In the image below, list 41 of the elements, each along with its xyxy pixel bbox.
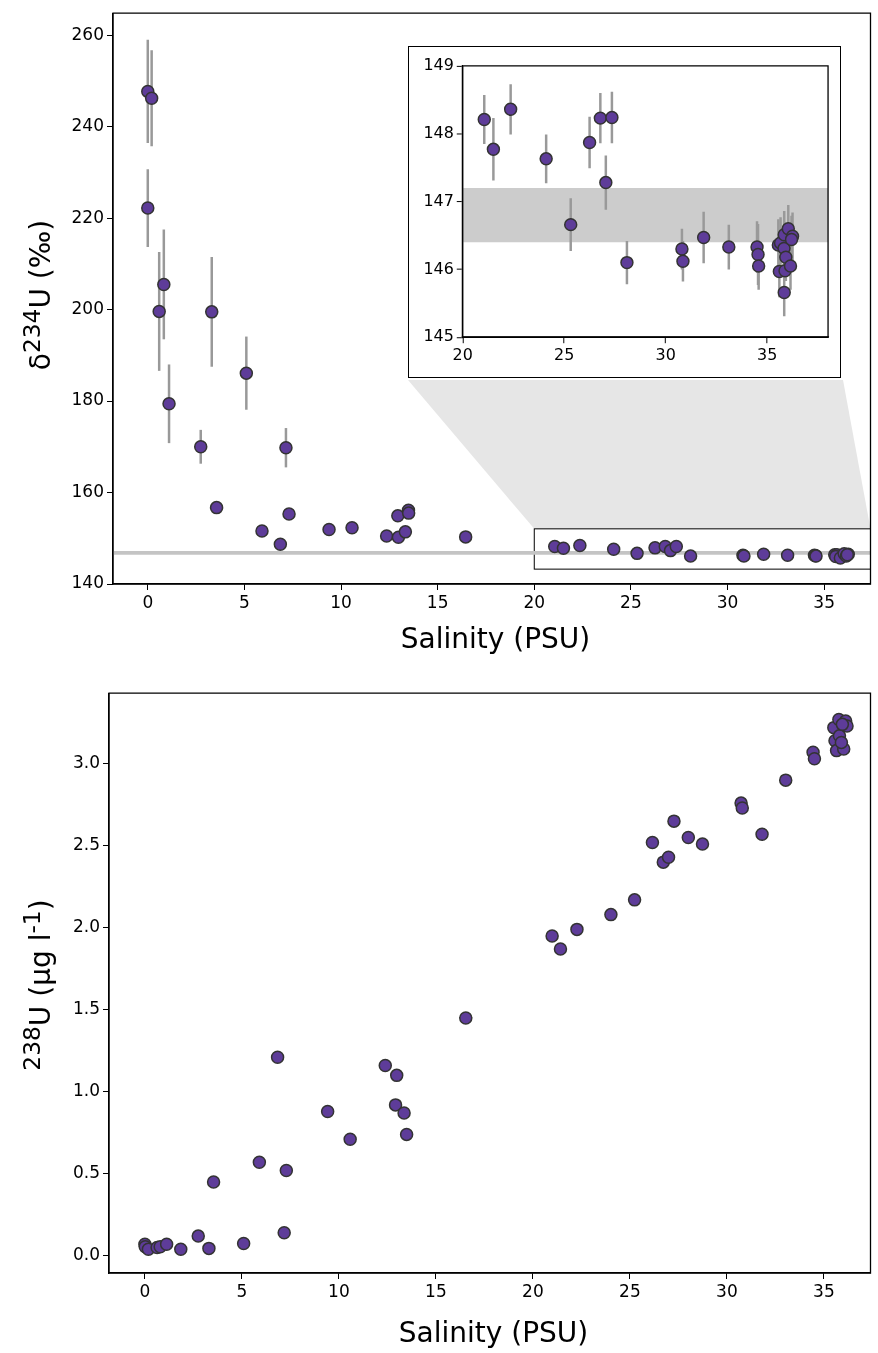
x-tick-label: 25 xyxy=(554,344,575,364)
x-tick-label: 0 xyxy=(142,591,154,612)
x-tick-label: 25 xyxy=(620,591,642,612)
y-tick-label: 2.0 xyxy=(72,916,100,937)
y-tick-label: 2.5 xyxy=(72,834,100,855)
y-tick-label: 149 xyxy=(423,55,454,75)
x-tick-label: 5 xyxy=(236,1280,248,1301)
y-tick-label: 240 xyxy=(71,115,104,136)
x-tick-label: 10 xyxy=(328,1280,350,1301)
y-tick-label: 160 xyxy=(71,480,104,501)
x-tick-label: 15 xyxy=(425,1280,447,1301)
x-tick-label: 35 xyxy=(757,344,778,364)
x-tick-label: 30 xyxy=(716,1280,738,1301)
x-tick-label: 15 xyxy=(426,591,449,612)
x-tick-label: 25 xyxy=(619,1280,641,1301)
y-tick-label: 1.0 xyxy=(72,1080,100,1101)
x-tick-label: 35 xyxy=(813,1280,835,1301)
y-tick-label: 200 xyxy=(71,298,104,318)
x-tick-label: 20 xyxy=(452,344,473,364)
x-tick-label: 20 xyxy=(523,591,546,612)
y-tick-label: 148 xyxy=(423,122,454,142)
y-tick-label: 1.5 xyxy=(72,998,100,1019)
x-tick-label: 35 xyxy=(813,591,835,612)
y-tick-label: 260 xyxy=(71,23,104,44)
x-tick-label: 30 xyxy=(716,591,739,612)
y-tick-label: 180 xyxy=(71,389,104,410)
y-tick-label: 140 xyxy=(71,572,104,593)
y-tick-label: 0.0 xyxy=(72,1244,100,1265)
y-tick-label: 147 xyxy=(423,190,454,210)
x-axis-title: Salinity (PSU) xyxy=(399,622,592,655)
y-tick-label: 0.5 xyxy=(72,1162,100,1183)
x-tick-label: 10 xyxy=(330,591,352,612)
x-axis-title: Salinity (PSU) xyxy=(397,1316,590,1349)
x-tick-label: 5 xyxy=(238,591,250,612)
x-tick-label: 0 xyxy=(139,1280,151,1301)
x-tick-label: 20 xyxy=(522,1280,544,1301)
y-tick-label: 146 xyxy=(423,258,454,278)
x-tick-label: 30 xyxy=(655,344,676,364)
y-tick-label: 145 xyxy=(423,326,454,346)
y-tick-label: 220 xyxy=(71,206,104,227)
y-tick-label: 3.0 xyxy=(72,752,100,773)
